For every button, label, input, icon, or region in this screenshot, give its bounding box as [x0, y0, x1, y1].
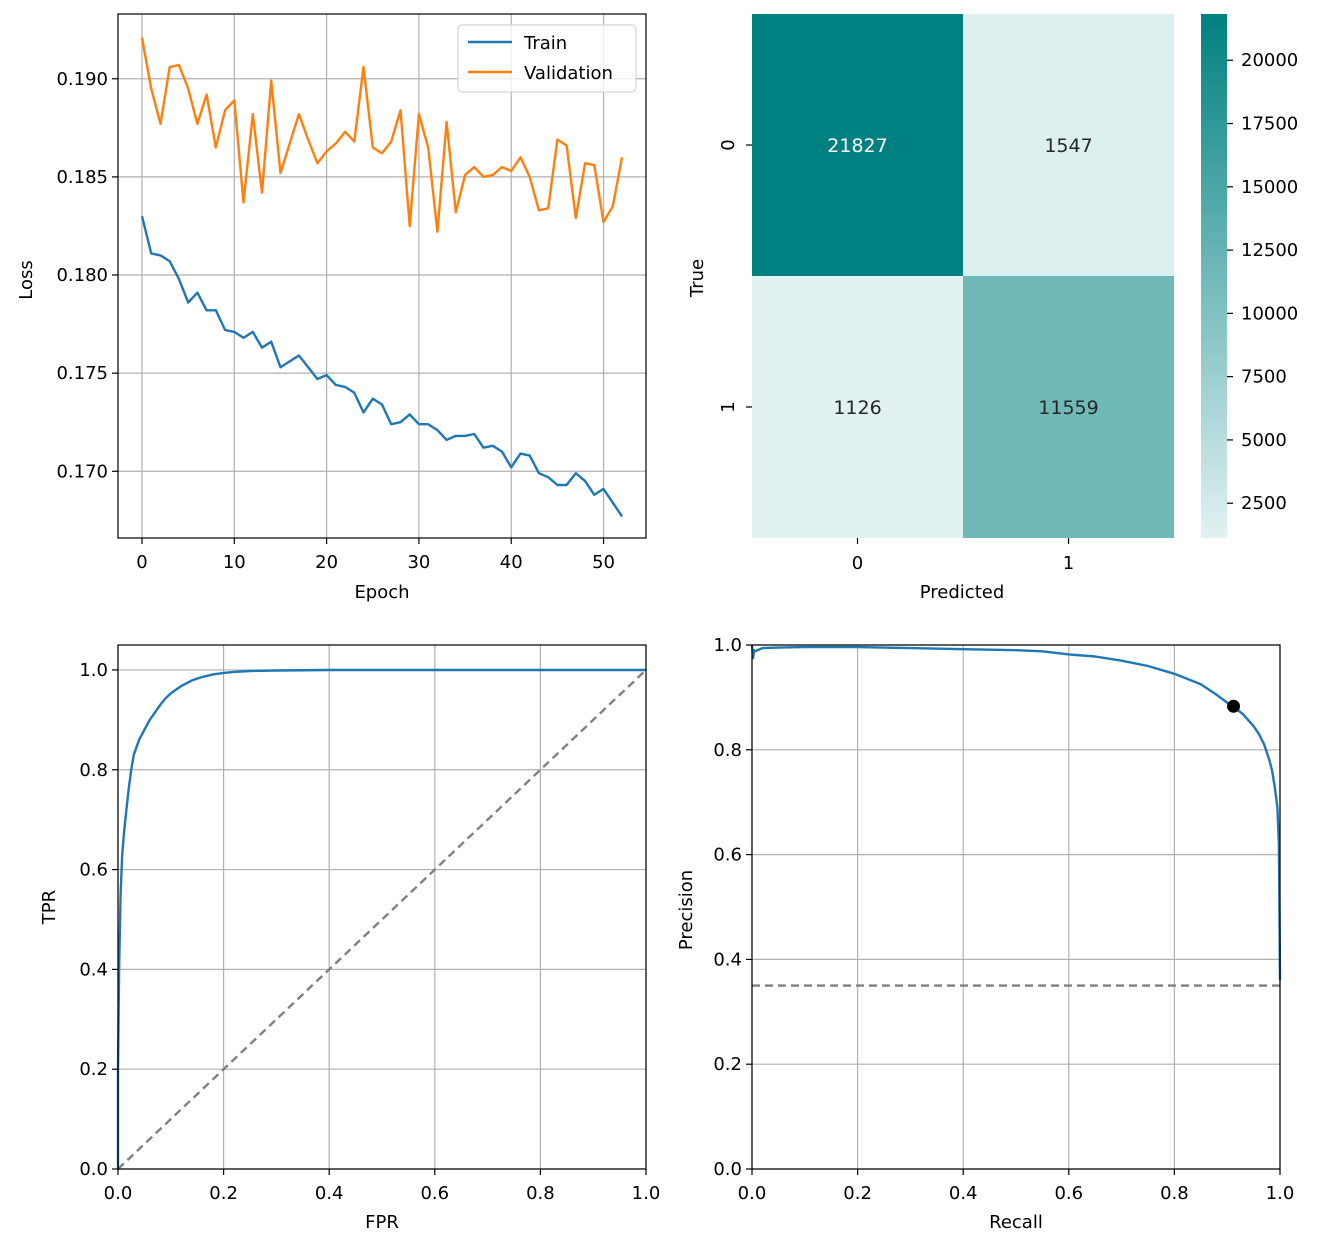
pr-xtick-label: 0.2: [843, 1183, 872, 1204]
pr-xtick-label: 1.0: [1266, 1183, 1295, 1204]
roc-curve: [116, 668, 646, 1169]
pr-xtick-label: 0.4: [949, 1183, 978, 1204]
roc-ytick-label: 0.2: [79, 1059, 108, 1080]
loss-ytick-label: 0.185: [56, 167, 108, 188]
roc-xtick-label: 0.4: [315, 1183, 344, 1204]
pr-ytick-label: 0.8: [713, 740, 742, 761]
confusion-xtick-label: 1: [1063, 553, 1074, 574]
loss-ytick-label: 0.175: [56, 363, 108, 384]
confusion-x-label: Predicted: [920, 582, 1005, 603]
roc-lines: [116, 668, 647, 1170]
loss-xtick-label: 10: [223, 552, 246, 573]
loss-xtick-label: 30: [407, 552, 430, 573]
confusion-cell: [752, 276, 963, 538]
pr-curve: [750, 644, 1282, 981]
loss-ytick-label: 0.180: [56, 265, 108, 286]
loss-ytick-label: 0.190: [56, 69, 108, 90]
colorbar: [1201, 14, 1227, 538]
legend-train-label: Train: [523, 33, 567, 54]
roc-ytick-label: 0.4: [79, 959, 108, 980]
roc-ytick-label: 1.0: [79, 660, 108, 681]
confusion-cell: [963, 14, 1174, 276]
confusion-matrix: 21827 1547 1126 11559 0 1 0 1 Predicted True 2…: [687, 14, 1298, 603]
loss-plot-frame: [117, 13, 647, 539]
colorbar-tick-label: 7500: [1241, 367, 1287, 388]
roc-x-label: FPR: [365, 1212, 399, 1233]
roc-ytick-label: 0.0: [79, 1159, 108, 1180]
roc-xtick-label: 0.6: [420, 1183, 449, 1204]
loss-xtick-label: 0: [136, 552, 147, 573]
pr-plot-frame: [751, 644, 1281, 1170]
colorbar-tick-label: 20000: [1241, 50, 1298, 71]
pr-x-label: Recall: [989, 1212, 1043, 1233]
loss-grid: [118, 14, 646, 538]
loss-xtick-label: 50: [592, 552, 615, 573]
legend-validation-label: Validation: [524, 63, 613, 84]
loss-legend: Train Validation: [457, 24, 637, 93]
roc-chance-line: [117, 669, 647, 1170]
colorbar-tick-label: 17500: [1241, 114, 1298, 135]
confusion-cell-label: 11559: [1038, 397, 1098, 419]
colorbar-tick-label: 5000: [1241, 430, 1287, 451]
confusion-xtick-label: 0: [852, 553, 863, 574]
pr-ytick-label: 0.0: [713, 1159, 742, 1180]
train-loss-line: [140, 215, 623, 518]
confusion-cell-label: 1126: [833, 397, 881, 419]
colorbar-tick-label: 10000: [1241, 303, 1298, 324]
confusion-cell: [752, 14, 963, 276]
pr-ticks: 0.0 0.2 0.4 0.6 0.8 1.0 0.0 0.2 0.4 0.6 0.8 1.0: [713, 635, 1294, 1204]
roc-ytick-label: 0.8: [79, 760, 108, 781]
loss-x-label: Epoch: [354, 582, 409, 603]
roc-ticks: 0.0 0.2 0.4 0.6 0.8 1.0 0.0 0.2 0.4 0.6 0.8 1.0: [79, 660, 660, 1204]
pr-xtick-label: 0.8: [1160, 1183, 1189, 1204]
pr-threshold-point: [1227, 699, 1241, 713]
colorbar-tick-label: 2500: [1241, 493, 1287, 514]
roc-chart: 0.0 0.2 0.4 0.6 0.8 1.0 0.0 0.2 0.4 0.6 0.8 1.0 FPR…: [39, 644, 660, 1233]
roc-xtick-label: 0.2: [209, 1183, 238, 1204]
pr-xtick-label: 0.6: [1054, 1183, 1083, 1204]
colorbar-ticks: 2500 5000 7500 10000 12500 15000 17500 20000: [1227, 50, 1298, 514]
pr-ytick-label: 0.6: [713, 845, 742, 866]
loss-xtick-label: 40: [500, 552, 523, 573]
pr-ytick-label: 0.4: [713, 949, 742, 970]
pr-y-label: Precision: [676, 870, 697, 950]
pr-xtick-label: 0.0: [738, 1183, 767, 1204]
pr-chart: 0.0 0.2 0.4 0.6 0.8 1.0 0.0 0.2 0.4 0.6 0.8 1.0 Rec…: [676, 635, 1294, 1233]
roc-y-label: TPR: [39, 890, 60, 925]
confusion-cells: 21827 1547 1126 11559: [752, 14, 1174, 538]
colorbar-tick-label: 12500: [1241, 240, 1298, 261]
roc-ytick-label: 0.6: [79, 860, 108, 881]
confusion-ticks: 0 1 0 1: [718, 139, 1074, 574]
confusion-ytick-label: 1: [718, 401, 739, 412]
loss-chart: 0 10 20 30 40 50 0.170 0.175 0.180 0.185 0.190 Epo…: [16, 13, 647, 603]
confusion-cell-label: 1547: [1044, 135, 1092, 157]
roc-xtick-label: 0.0: [104, 1183, 133, 1204]
confusion-ytick-label: 0: [718, 139, 739, 150]
pr-ytick-label: 0.2: [713, 1054, 742, 1075]
confusion-cell: [963, 276, 1174, 538]
loss-xtick-label: 20: [315, 552, 338, 573]
confusion-cell-label: 21827: [827, 135, 887, 157]
roc-xtick-label: 1.0: [632, 1183, 661, 1204]
loss-lines: [140, 37, 624, 518]
pr-grid: [751, 644, 1281, 1170]
loss-ticks: 0 10 20 30 40 50 0.170 0.175 0.180 0.185 0.190: [56, 69, 615, 573]
roc-grid: [117, 645, 647, 1170]
confusion-y-label: True: [687, 259, 708, 298]
validation-loss-line: [140, 37, 624, 234]
pr-ytick-label: 1.0: [713, 635, 742, 656]
colorbar-tick-label: 15000: [1241, 177, 1298, 198]
roc-plot-frame: [117, 644, 647, 1170]
roc-xtick-label: 0.8: [526, 1183, 555, 1204]
loss-y-label: Loss: [16, 260, 37, 299]
loss-ytick-label: 0.170: [56, 461, 108, 482]
pr-lines: [750, 644, 1282, 987]
